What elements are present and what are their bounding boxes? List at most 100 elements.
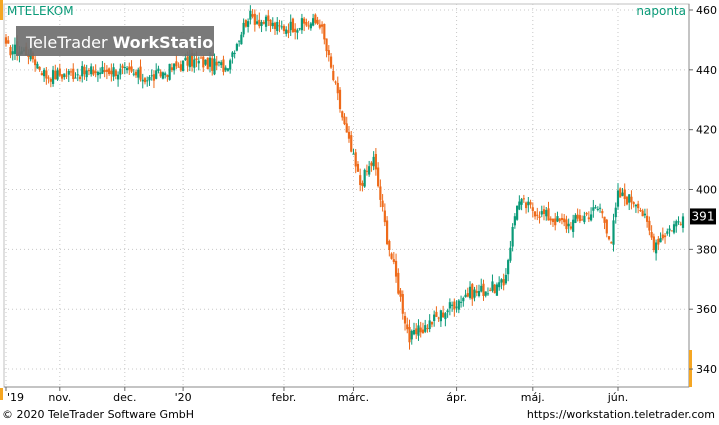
candle-body: [224, 67, 227, 71]
candle-body: [63, 73, 66, 78]
candle-body: [72, 68, 75, 79]
candle-body: [54, 70, 57, 80]
candle-body: [121, 65, 124, 68]
candle-body: [576, 214, 579, 219]
candle-body: [502, 279, 505, 286]
candle-body: [186, 56, 189, 66]
candle-body: [477, 291, 481, 296]
candle-body: [291, 18, 295, 33]
candle-body: [184, 58, 187, 60]
last-price-marker: 391: [690, 208, 716, 225]
candle-body: [125, 68, 129, 71]
candle-body: [141, 79, 144, 82]
candle-body: [51, 70, 55, 84]
candle-body: [105, 69, 108, 72]
candle-body: [634, 204, 638, 207]
candle-body: [426, 328, 429, 330]
candle-body: [206, 57, 209, 69]
candle-body: [639, 210, 642, 212]
candle-body: [522, 198, 525, 200]
candle-body: [415, 328, 418, 335]
candle-body: [394, 260, 398, 277]
source-url[interactable]: https://workstation.teletrader.com: [526, 408, 715, 421]
candle-body: [282, 25, 286, 32]
candle-body: [363, 169, 366, 187]
candle-body: [249, 10, 252, 20]
candle-body: [614, 207, 617, 218]
candle-body: [298, 28, 301, 30]
candle-body: [596, 208, 599, 210]
candle-body: [672, 224, 676, 233]
candle-body: [457, 300, 460, 310]
candle-body: [238, 40, 241, 42]
candle-body: [197, 60, 200, 64]
y-tick-label: 440: [696, 64, 717, 77]
candle-body: [533, 211, 537, 217]
candle-body: [305, 21, 308, 26]
candle-body: [646, 215, 649, 222]
scale-accent: [689, 350, 692, 387]
candle-body: [668, 228, 671, 231]
y-tick-label: 400: [696, 184, 717, 197]
candle-body: [287, 30, 290, 33]
candle-body: [273, 22, 277, 30]
candle-body: [410, 330, 413, 340]
candle-body: [482, 283, 485, 297]
candle-body: [148, 76, 151, 81]
candle-body: [255, 21, 259, 24]
candle-body: [540, 211, 543, 215]
y-tick-label: 380: [696, 243, 717, 256]
candle-body: [473, 289, 476, 298]
x-tick-label: máj.: [521, 391, 545, 404]
candle-body: [307, 25, 310, 27]
candle-body: [459, 301, 463, 303]
candle-body: [240, 34, 243, 45]
candle-body: [381, 200, 384, 207]
candle-body: [397, 272, 400, 294]
x-tick-label: dec.: [113, 391, 136, 404]
y-tick-label: 340: [696, 363, 717, 376]
candle-body: [412, 330, 416, 335]
candle-body: [94, 71, 97, 73]
candle-body: [43, 69, 46, 77]
y-tick-label: 460: [696, 4, 717, 17]
candle-body: [439, 310, 442, 322]
candle-body: [208, 57, 212, 67]
candle-body: [285, 29, 288, 34]
candle-body: [157, 68, 160, 71]
candle-body: [132, 73, 135, 75]
candle-body: [538, 216, 541, 218]
x-tick-label: '19: [7, 391, 24, 404]
candle-body: [628, 194, 631, 203]
candle-body: [572, 219, 575, 232]
candle-body: [527, 201, 530, 206]
candle-body: [215, 61, 218, 66]
candle-body: [190, 52, 194, 67]
candle-body: [374, 154, 377, 170]
candle-body: [9, 46, 12, 56]
candle-body: [229, 60, 232, 70]
candle-body: [312, 18, 315, 26]
candle-body: [108, 68, 111, 75]
candle-body: [137, 69, 140, 78]
candle-body: [471, 284, 474, 300]
candle-body: [264, 16, 268, 27]
candle-body: [547, 208, 550, 221]
candle-body: [332, 70, 335, 81]
candle-body: [74, 77, 77, 79]
candle-body: [352, 153, 355, 155]
candle-body: [338, 89, 342, 110]
candle-body: [130, 66, 133, 72]
candle-body: [58, 68, 61, 76]
candle-body: [345, 123, 348, 133]
candle-body: [87, 70, 91, 72]
candle-body: [652, 236, 655, 251]
candle-body: [677, 221, 680, 223]
x-tick-label: nov.: [48, 391, 71, 404]
candle-body: [271, 22, 274, 27]
copyright-text: © 2020 TeleTrader Software GmbH: [2, 408, 195, 421]
candle-body: [47, 77, 50, 79]
candle-body: [589, 214, 593, 221]
candle-body: [399, 290, 402, 297]
candle-body: [428, 320, 431, 330]
